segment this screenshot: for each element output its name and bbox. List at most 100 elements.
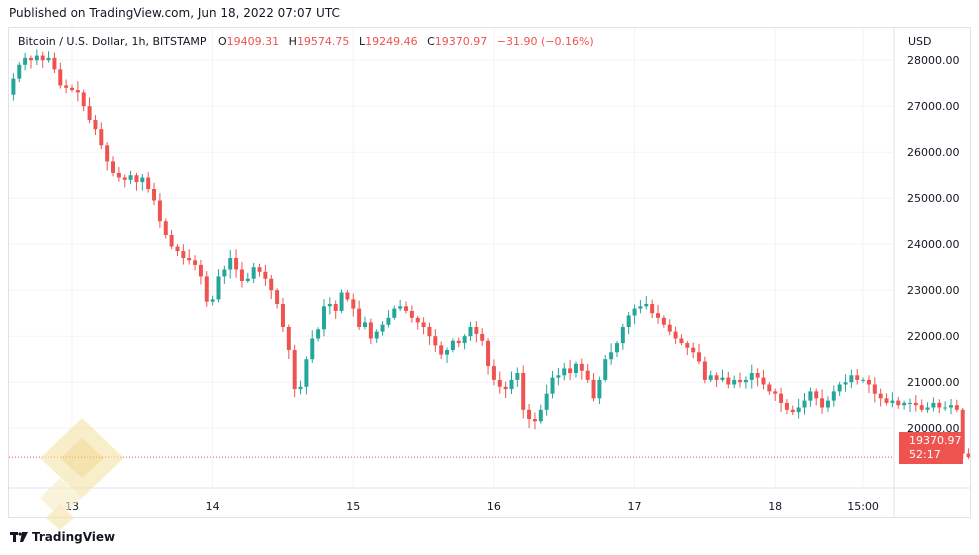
chart-frame[interactable]: 28000.00 27000.00 26000.00 25000.00 24000.00… [8, 27, 971, 518]
candle-body [802, 400, 807, 408]
candle-body [538, 409, 543, 422]
candle-body [304, 359, 309, 387]
candle-body [140, 177, 145, 183]
y-tick-label: 20000.00 [907, 422, 960, 435]
bar-countdown: 52:17 [909, 448, 941, 461]
candle-body [755, 373, 760, 378]
close-label: C [427, 35, 435, 48]
candle-body [954, 405, 959, 410]
candle-body [409, 310, 414, 318]
candle-body [163, 221, 168, 235]
candle-body [345, 292, 350, 300]
candle-body [626, 315, 631, 327]
candle-body [732, 379, 737, 385]
candle-body [368, 322, 373, 339]
candle-body [263, 271, 268, 279]
candle-body [152, 189, 157, 201]
price-chart[interactable]: 28000.00 27000.00 26000.00 25000.00 24000.00… [9, 28, 970, 517]
brand-name: TradingView [32, 530, 116, 544]
candle-body [749, 373, 754, 380]
candle-body [134, 175, 139, 183]
candle-body [966, 453, 970, 458]
candle-body [702, 361, 707, 380]
y-tick-label: 23000.00 [907, 284, 960, 297]
candle-body [374, 331, 379, 339]
candle-body [392, 308, 397, 318]
candle-body [509, 379, 514, 390]
candle-body [708, 375, 713, 380]
candle-body [767, 384, 772, 392]
candle-body [193, 260, 198, 265]
candle-body [784, 402, 789, 410]
candle-body [70, 87, 74, 91]
y-tick-label: 22000.00 [907, 330, 960, 343]
y-tick-label: 25000.00 [907, 192, 960, 205]
last-price-tag: 19370.97 52:17 [899, 432, 963, 464]
candle-body [532, 419, 537, 422]
candle-body [310, 338, 315, 360]
candle-body [433, 336, 438, 346]
candle-body [105, 145, 110, 162]
candle-body [925, 407, 930, 410]
symbol-label: Bitcoin / U.S. Dollar, 1h, BITSTAMP [18, 35, 207, 48]
candle-body [714, 375, 719, 380]
candle-body [937, 402, 942, 408]
candle-body [298, 386, 303, 390]
candle-body [122, 177, 127, 180]
candle-body [216, 276, 221, 300]
x-tick-label: 15 [346, 500, 360, 513]
y-tick-label: 28000.00 [907, 54, 960, 67]
watermark-logo [40, 418, 124, 530]
candle-body [81, 92, 86, 107]
candle-body [11, 78, 16, 95]
candle-body [585, 370, 590, 380]
y-tick-label: 24000.00 [907, 238, 960, 251]
candle-body [931, 402, 936, 408]
candle-body [902, 402, 907, 406]
candle-body [878, 393, 883, 399]
candle-body [456, 340, 461, 344]
candle-body [64, 85, 69, 88]
candle-body [667, 324, 672, 332]
candle-body [450, 340, 455, 350]
candle-body [550, 377, 555, 394]
currency-label: USD [908, 35, 932, 48]
candle-body [321, 306, 326, 330]
candle-body [544, 393, 549, 410]
candle-body [357, 308, 362, 327]
candle-body [609, 352, 614, 360]
candle-body [17, 64, 22, 79]
candle-body [872, 384, 877, 394]
candle-body [75, 90, 80, 93]
candle-body [685, 343, 690, 348]
candle-body [222, 269, 227, 277]
candle-body [210, 299, 215, 302]
high-value: 19574.75 [296, 35, 350, 48]
candle-body [579, 363, 584, 371]
candle-body [568, 368, 573, 373]
x-tick-label: 17 [628, 500, 642, 513]
candle-body [773, 391, 778, 394]
candle-body [960, 409, 965, 454]
candle-body [169, 235, 174, 247]
candle-body [228, 258, 233, 270]
candle-body [656, 313, 660, 318]
candle-body [679, 338, 684, 344]
candle-body [597, 379, 602, 399]
candle-body [445, 350, 450, 355]
candle-body [99, 129, 104, 146]
candle-body [808, 391, 813, 401]
candle-body [181, 251, 186, 258]
tradingview-brand[interactable]: TradingView [10, 530, 115, 544]
candle-body [34, 55, 39, 61]
candle-body [146, 177, 151, 189]
candle-body [743, 379, 748, 383]
published-note: Published on TradingView.com, Jun 18, 20… [9, 6, 340, 20]
candle-body [111, 161, 116, 173]
y-tick-label: 27000.00 [907, 100, 960, 113]
candle-body [404, 306, 409, 311]
candle-body [497, 379, 502, 387]
candle-body [644, 304, 649, 307]
candle-body [890, 400, 895, 403]
candle-body [52, 57, 57, 70]
